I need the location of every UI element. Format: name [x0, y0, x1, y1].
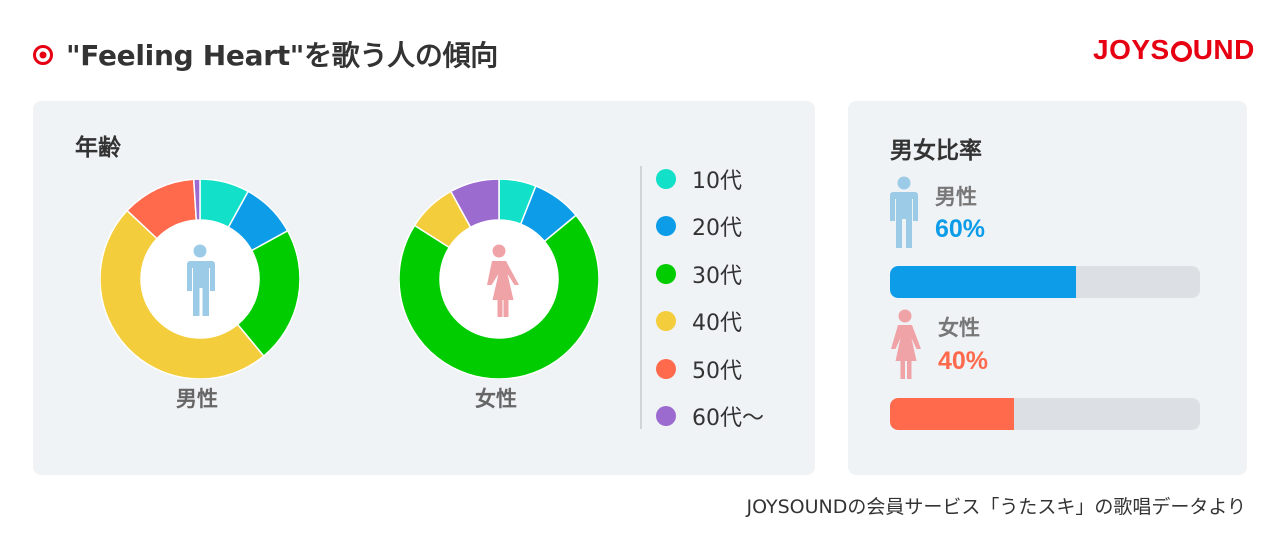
joysound-logo: JOYS UND [1093, 34, 1255, 66]
legend-label: 10代 [692, 169, 742, 194]
female-figure-icon [487, 244, 519, 317]
legend-item: 40代 [656, 306, 742, 336]
legend-item: 50代 [656, 354, 742, 384]
male-age-donut-chart [100, 179, 300, 379]
legend-item: 20代 [656, 211, 742, 241]
legend-label: 30代 [692, 263, 742, 289]
legend-divider [640, 166, 642, 429]
female-figure-icon [891, 309, 921, 379]
logo-text-left: JOYS [1093, 34, 1170, 65]
female-ratio-label: 女性 [938, 316, 980, 340]
legend-item: 10代 [656, 164, 742, 194]
male-ratio-label: 男性 [935, 185, 977, 209]
male-ratio-bar [890, 266, 1200, 298]
logo-ring-icon [1170, 40, 1192, 62]
page-title: "Feeling Heart"を歌う人の傾向 [66, 39, 498, 72]
male-ratio-bar-fill [890, 266, 1076, 298]
legend-dot [656, 406, 676, 426]
female-age-donut-chart [399, 179, 599, 379]
age-section-title: 年齢 [75, 135, 121, 161]
record-dot-icon [33, 45, 53, 65]
logo-text-right: UND [1192, 34, 1255, 65]
male-ratio-value: 60% [935, 215, 986, 243]
legend-dot [656, 358, 676, 379]
legend-item: 30代 [656, 259, 742, 289]
female-donut-label: 女性 [475, 387, 517, 411]
data-source-note: JOYSOUNDの会員サービス「うたスキ」の歌唱データより [746, 496, 1246, 518]
legend-label: 20代 [692, 216, 742, 242]
legend-dot [656, 263, 676, 284]
legend-label: 50代 [692, 358, 742, 384]
legend-label: 40代 [692, 311, 742, 337]
ratio-section-title: 男女比率 [890, 138, 982, 164]
legend-dot [656, 216, 676, 237]
legend-label: 60代〜 [692, 406, 764, 431]
male-figure-icon [187, 244, 215, 316]
male-figure-icon [890, 176, 918, 248]
female-ratio-value: 40% [938, 347, 989, 375]
female-slice-60代〜 [449, 179, 500, 229]
female-ratio-bar-fill [890, 398, 1014, 430]
male-donut-label: 男性 [176, 387, 218, 411]
legend-dot [656, 169, 676, 189]
female-ratio-bar [890, 398, 1200, 430]
legend-dot [656, 311, 676, 332]
legend-item: 60代〜 [656, 401, 764, 431]
